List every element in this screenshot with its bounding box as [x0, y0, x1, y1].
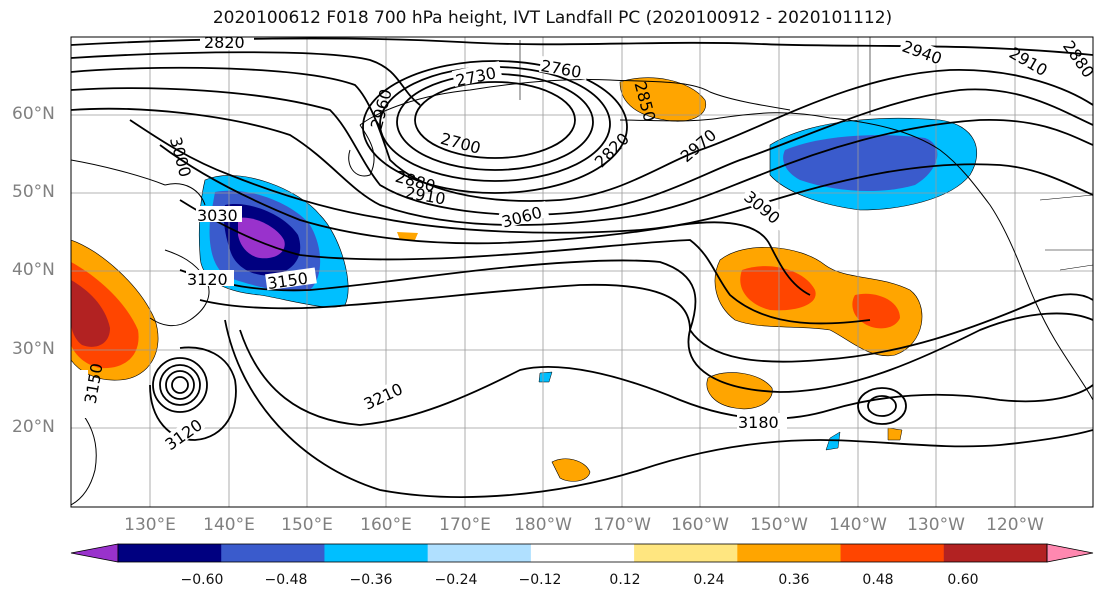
height-contours: [71, 37, 1093, 498]
colorbar-tick: 0.60: [947, 572, 979, 588]
ivt-positive-pacific-core2: [852, 293, 900, 329]
lon-label: 150°W: [750, 515, 808, 535]
ivt-positive-asia-core: [71, 280, 110, 347]
lat-label: 40°N: [12, 260, 55, 280]
map-border: [70, 36, 1094, 508]
contour-label: 3180: [738, 413, 779, 432]
colorbar-segment: [737, 544, 842, 562]
colorbar-extend-low: [70, 543, 119, 563]
colorbar-extend-high: [1046, 543, 1094, 563]
colorbar-segment: [324, 544, 429, 562]
lon-label: 130°W: [907, 515, 965, 535]
colorbar-tick: 0.48: [862, 572, 894, 588]
lon-label: 180°W: [514, 515, 572, 535]
lat-label: 60°N: [12, 104, 55, 124]
colorbar-tick: 0.36: [778, 572, 810, 588]
colorbar-tick: 0.24: [693, 572, 725, 588]
map-title: 2020100612 F018 700 hPa height, IVT Land…: [212, 8, 893, 28]
ivt-positive-alaska: [619, 77, 707, 122]
colorbar-segment: [943, 544, 1048, 562]
ivt-positive-pacific-core: [740, 266, 816, 311]
colorbar-tick: 0.12: [609, 572, 641, 588]
lon-label: 140°E: [203, 515, 255, 535]
colorbar-tick: −0.24: [434, 572, 478, 588]
lon-label: 130°E: [124, 515, 176, 535]
contour-label: 2820: [204, 33, 245, 52]
lon-label: 160°W: [671, 515, 729, 535]
ivt-positive-small-south: [551, 458, 591, 482]
colorbar-tick: −0.36: [349, 572, 393, 588]
lon-label: 160°E: [360, 515, 412, 535]
lon-label: 120°W: [986, 515, 1044, 535]
colorbar-segment: [840, 544, 945, 562]
lon-label: 150°E: [281, 515, 333, 535]
ivt-negative-japan-peak: [238, 217, 285, 259]
lon-label: 170°W: [593, 515, 651, 535]
ivt-positive-speck: [397, 232, 418, 240]
lat-label: 20°N: [12, 417, 55, 437]
colorbar-segment: [118, 544, 222, 562]
ivt-negative-gulf-core: [783, 135, 938, 192]
ivt-positive-speck2: [887, 427, 903, 441]
lat-label: 30°N: [12, 339, 55, 359]
colorbar-tick: −0.12: [518, 572, 562, 588]
colorbar-tick: −0.60: [180, 572, 224, 588]
colorbar-segment: [221, 544, 325, 562]
lon-label: 170°E: [439, 515, 491, 535]
lat-label: 50°N: [12, 182, 55, 202]
contour-label: 3030: [197, 206, 238, 225]
colorbar-segments: [70, 543, 1094, 563]
ivt-negative-speck2: [538, 371, 553, 383]
colorbar-segment: [427, 544, 532, 562]
colorbar-segment: [634, 544, 738, 562]
lon-label: 140°W: [829, 515, 887, 535]
contour-label: 3120: [187, 270, 228, 289]
colorbar-segment: [530, 544, 635, 562]
colorbar-frame: [117, 543, 1048, 563]
colorbar-tick: −0.48: [264, 572, 308, 588]
